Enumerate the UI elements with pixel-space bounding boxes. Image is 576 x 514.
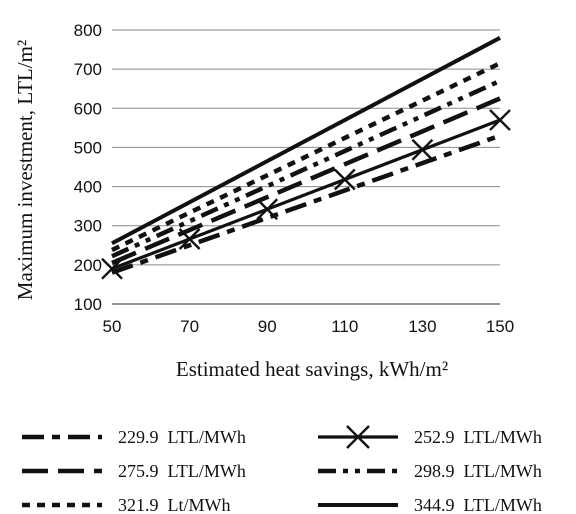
legend-label: 321.9 Lt/MWh: [118, 495, 231, 514]
x-tick-label-130: 130: [408, 317, 436, 336]
x-tick-label-110: 110: [331, 317, 358, 336]
series-2-marker-110: [333, 168, 356, 191]
legend-item-1: 229.9 LTL/MWh: [22, 427, 246, 447]
y-tick-label-300: 300: [74, 217, 102, 236]
axis-layer: 100 200 300 400 500 600 700 800 50 70 90 110 130 150: [74, 21, 515, 336]
series-2-marker-90: [256, 198, 279, 221]
y-axis-title: Maximum investment, LTL/m²: [13, 40, 37, 300]
legend: 229.9 LTL/MWh 252.9 LTL/MWh 275.9 LTL/MWh 2…: [22, 425, 542, 514]
series-line-4: [111, 78, 501, 259]
legend-label: 298.9 LTL/MWh: [414, 461, 542, 481]
series-line-6: [111, 36, 501, 246]
y-tick-label-600: 600: [74, 99, 102, 118]
x-tick-label-50: 50: [103, 317, 122, 336]
x-tick-label-90: 90: [258, 317, 277, 336]
x-tick-label-70: 70: [180, 317, 199, 336]
series-2-marker-130: [411, 138, 434, 161]
legend-marker: [346, 425, 370, 449]
legend-item-6: 344.9 LTL/MWh: [318, 495, 542, 514]
legend-item-3: 275.9 LTL/MWh: [22, 461, 246, 481]
series-line-3: [111, 96, 501, 265]
legend-label: 275.9 LTL/MWh: [118, 461, 246, 481]
x-axis-title: Estimated heat savings, kWh/m²: [176, 357, 448, 381]
legend-label: 344.9 LTL/MWh: [414, 495, 542, 514]
grid-layer: [112, 29, 500, 266]
y-tick-label-500: 500: [74, 138, 102, 157]
y-tick-label-200: 200: [74, 256, 102, 275]
legend-label: 252.9 LTL/MWh: [414, 427, 542, 447]
series-line-2: [111, 118, 501, 271]
y-tick-label-400: 400: [74, 178, 102, 197]
series-2-marker-150: [489, 109, 511, 131]
y-tick-label-800: 800: [74, 21, 102, 40]
series-layer: [101, 36, 511, 280]
legend-item-4: 298.9 LTL/MWh: [318, 461, 542, 481]
legend-item-2: 252.9 LTL/MWh: [318, 425, 542, 449]
series-line-5: [111, 61, 501, 253]
y-tick-label-100: 100: [74, 295, 102, 314]
y-tick-label-700: 700: [74, 60, 102, 79]
x-tick-label-150: 150: [486, 317, 514, 336]
legend-label: 229.9 LTL/MWh: [118, 427, 246, 447]
series-line-1: [111, 133, 501, 275]
legend-item-5: 321.9 Lt/MWh: [22, 495, 231, 514]
